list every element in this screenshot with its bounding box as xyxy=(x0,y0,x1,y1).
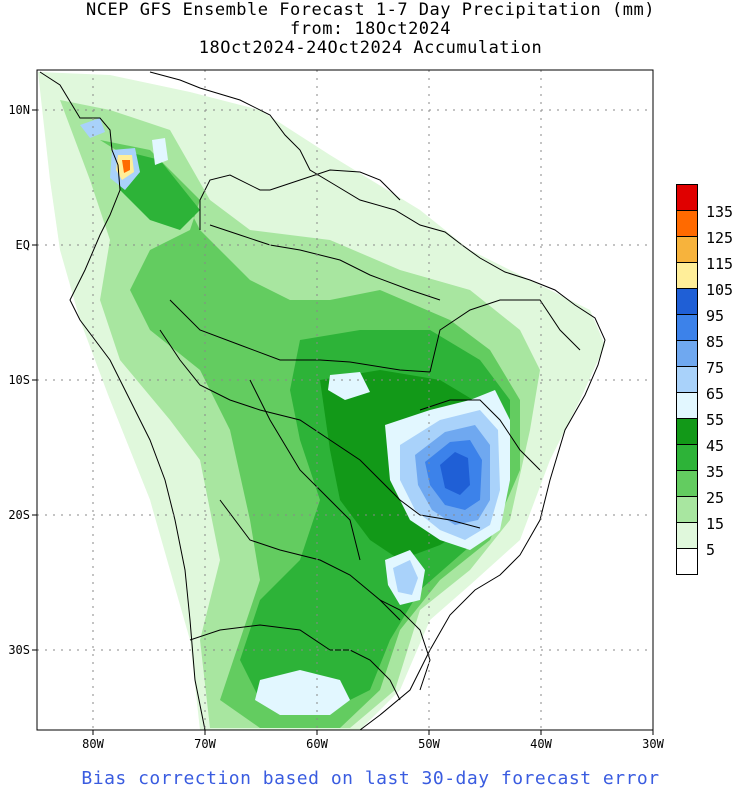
y-tick-label: 10S xyxy=(8,373,30,387)
legend-swatch xyxy=(676,210,698,237)
precip-colombia-east-55 xyxy=(152,138,168,165)
x-tick-label: 50W xyxy=(418,737,440,751)
precip-35mm-region-north xyxy=(120,150,200,230)
precip-zero-atlantic xyxy=(240,70,653,310)
y-axis-labels: 10N EQ 10S 20S 30S xyxy=(8,103,30,657)
legend-swatch xyxy=(676,444,698,471)
legend-swatch xyxy=(676,496,698,523)
legend-label: 115 xyxy=(706,255,734,273)
color-legend xyxy=(676,184,698,575)
x-tick-label: 40W xyxy=(530,737,552,751)
border-6 xyxy=(329,439,481,529)
border-1 xyxy=(209,224,441,301)
x-axis-ticks xyxy=(92,730,654,735)
legend-label: 135 xyxy=(706,203,734,221)
map-title-line2: from: 18Oct2024 xyxy=(289,19,452,39)
precip-55mm-central-north xyxy=(328,372,370,400)
y-tick-label: 30S xyxy=(8,643,30,657)
y-tick-label: EQ xyxy=(16,238,30,252)
border-2 xyxy=(169,299,431,373)
legend-label: 85 xyxy=(706,333,725,351)
y-axis-ticks xyxy=(32,109,37,651)
legend-label: 125 xyxy=(706,229,734,247)
x-tick-label: 80W xyxy=(82,737,104,751)
legend-swatch xyxy=(676,262,698,289)
x-tick-label: 30W xyxy=(642,737,664,751)
legend-label: 35 xyxy=(706,463,725,481)
legend-label: 75 xyxy=(706,359,725,377)
continent-outline xyxy=(39,71,606,730)
border-9 xyxy=(330,649,401,701)
legend-swatch xyxy=(676,340,698,367)
legend-swatch xyxy=(676,366,698,393)
y-tick-label: 10N xyxy=(8,103,30,117)
y-tick-label: 20S xyxy=(8,508,30,522)
legend-label: 105 xyxy=(706,281,734,299)
legend-label: 5 xyxy=(706,541,716,559)
precip-55mm-southwest xyxy=(255,670,350,715)
border-3 xyxy=(159,329,331,441)
legend-label: 55 xyxy=(706,411,725,429)
precip-field xyxy=(37,70,653,730)
plot-frame xyxy=(36,69,654,731)
precip-zero-southatlantic xyxy=(380,500,653,730)
border-4 xyxy=(249,379,361,561)
legend-swatch xyxy=(676,522,698,549)
border-12 xyxy=(199,174,270,230)
legend-swatch xyxy=(676,418,698,445)
border-13 xyxy=(189,624,331,651)
border-8 xyxy=(379,599,431,691)
legend-label: 15 xyxy=(706,515,725,533)
x-tick-label: 70W xyxy=(194,737,216,751)
legend-label: 95 xyxy=(706,307,725,325)
legend-label: 25 xyxy=(706,489,725,507)
legend-swatch xyxy=(676,314,698,341)
legend-swatch xyxy=(676,548,698,575)
border-11 xyxy=(269,169,401,201)
map-title-line3: 18Oct2024-24Oct2024 Accumulation xyxy=(198,38,543,58)
legend-label: 45 xyxy=(706,437,725,455)
border-10 xyxy=(419,399,541,471)
border-7 xyxy=(429,299,581,373)
bias-correction-note: Bias correction based on last 30-day for… xyxy=(81,768,660,789)
legend-swatch xyxy=(676,184,698,211)
precip-zero-pacific xyxy=(37,260,195,730)
gridlines xyxy=(37,70,653,730)
precip-colombia-125 xyxy=(122,160,130,173)
map-title-line1: NCEP GFS Ensemble Forecast 1-7 Day Preci… xyxy=(86,0,655,20)
legend-label: 65 xyxy=(706,385,725,403)
precip-95mm-region xyxy=(440,452,470,495)
legend-swatch xyxy=(676,288,698,315)
x-tick-label: 60W xyxy=(306,737,328,751)
x-axis-labels: 80W 70W 60W 50W 40W 30W xyxy=(82,737,664,751)
precip-65mm-south xyxy=(393,560,418,595)
legend-swatch xyxy=(676,392,698,419)
legend-swatch xyxy=(676,470,698,497)
coastlines-borders xyxy=(39,71,606,730)
legend-swatch xyxy=(676,236,698,263)
